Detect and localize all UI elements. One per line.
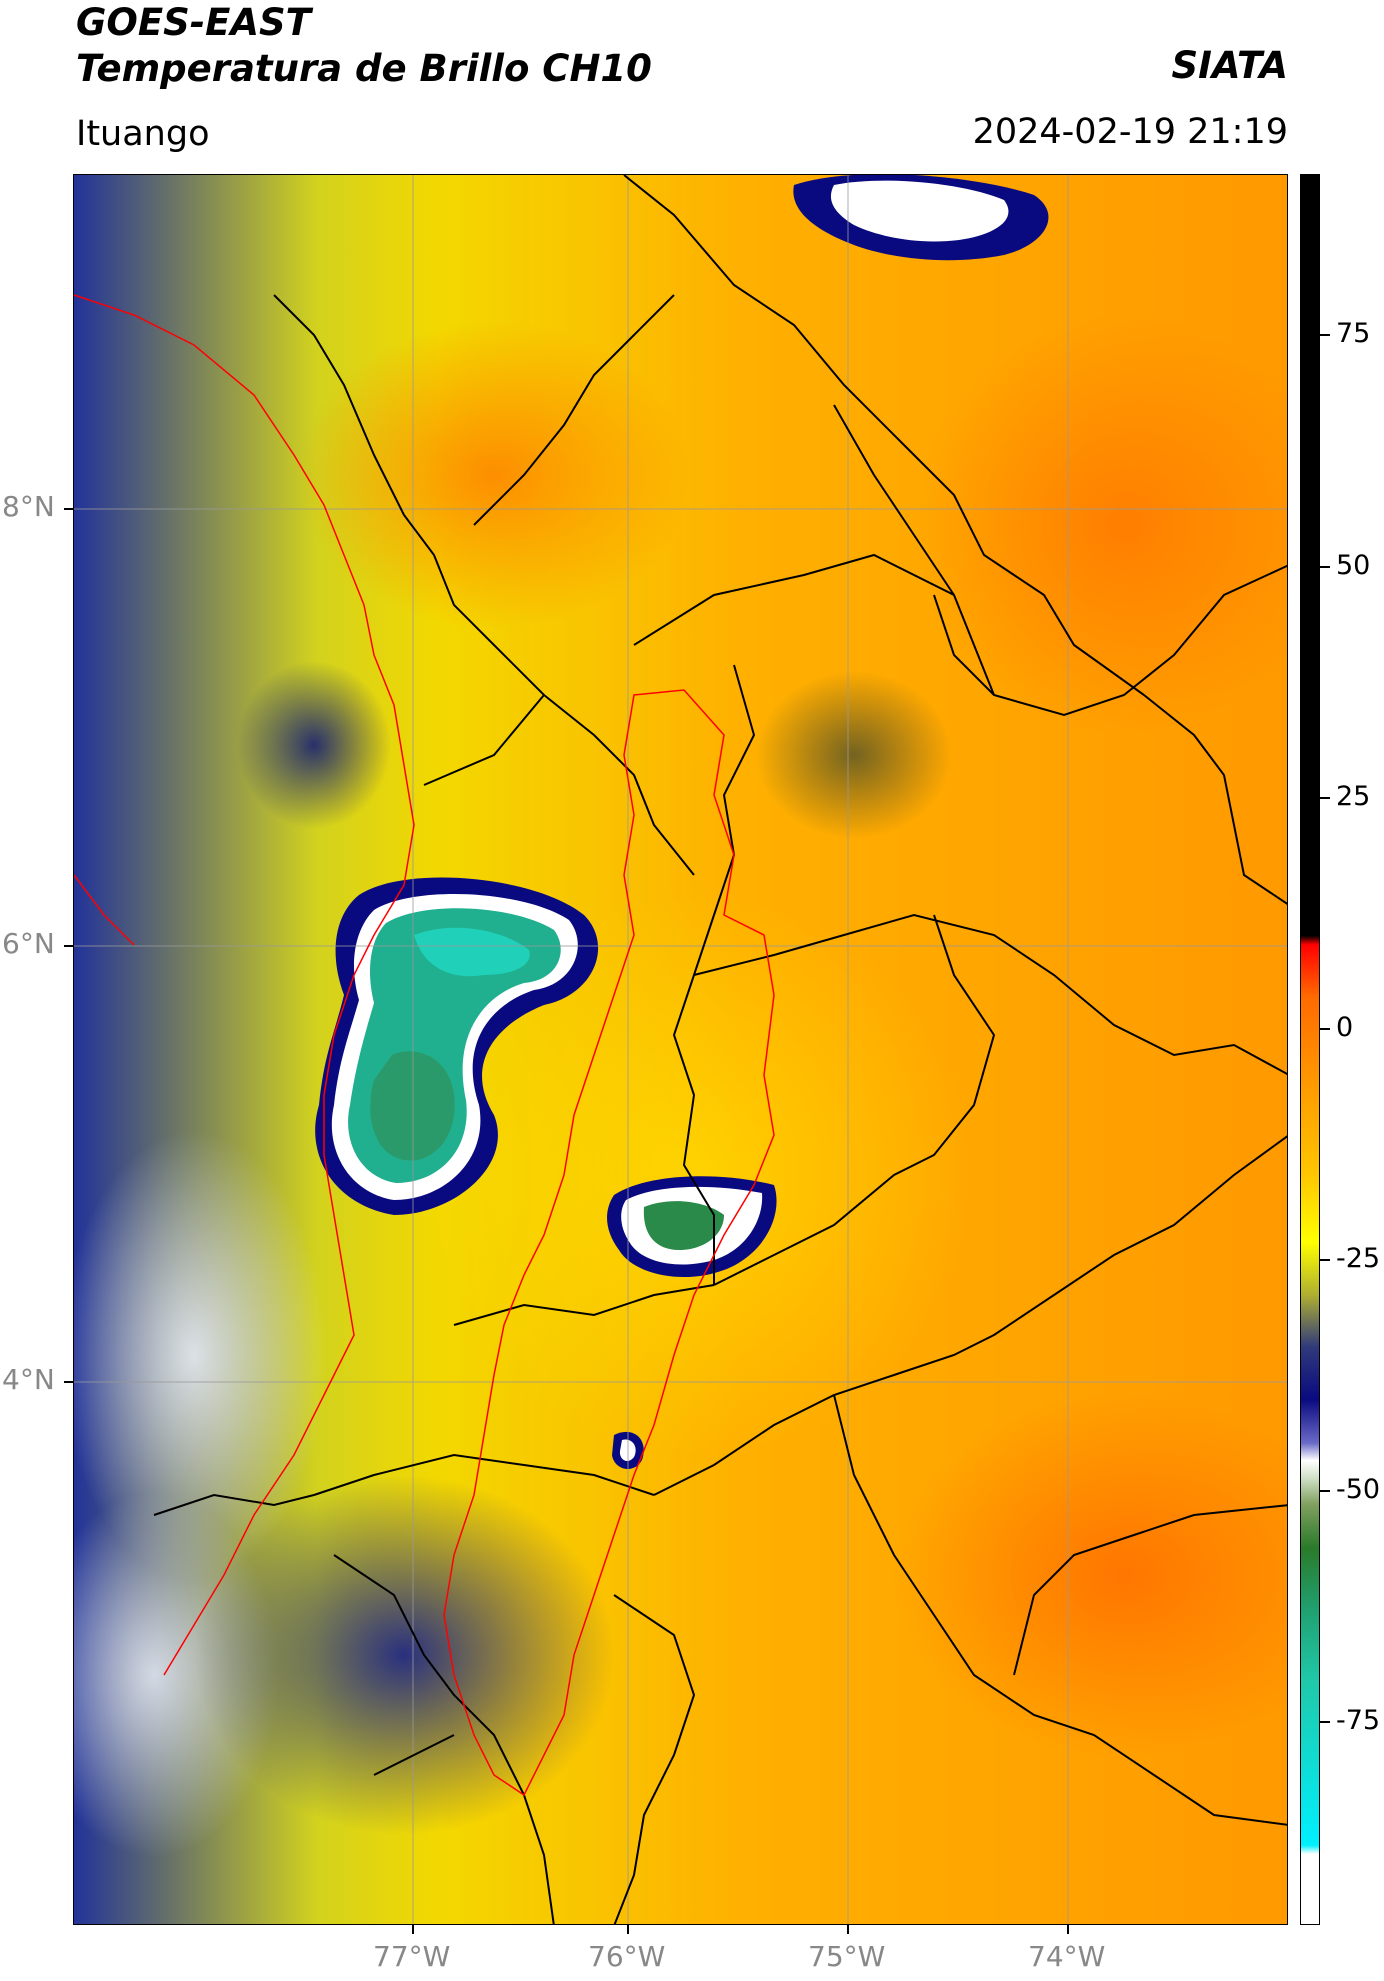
- colorbar-tick-50: [1320, 566, 1330, 568]
- colorbar: [1300, 174, 1320, 1925]
- lon-label-77w: 77°W: [373, 1940, 451, 1973]
- gridlines: [74, 175, 1287, 1924]
- colorbar-tick-minus50: [1320, 1490, 1330, 1492]
- lon-tick-74w: [1067, 1925, 1069, 1934]
- map-overlay: [74, 175, 1287, 1924]
- title-line-1: GOES-EAST: [76, 1, 311, 44]
- colorbar-label-minus25: -25: [1336, 1243, 1381, 1274]
- colorbar-tick-25: [1320, 797, 1330, 799]
- lat-label-6n: 6°N: [2, 927, 55, 960]
- colorbar-label-25: 25: [1336, 781, 1371, 812]
- colorbar-tick-minus75: [1320, 1721, 1330, 1723]
- colorbar-tick-minus25: [1320, 1259, 1330, 1261]
- lon-label-76w: 76°W: [588, 1940, 666, 1973]
- lon-tick-75w: [847, 1925, 849, 1934]
- colorbar-label-75: 75: [1336, 318, 1371, 349]
- colorbar-label-minus75: -75: [1336, 1705, 1381, 1736]
- colorbar-label-minus50: -50: [1336, 1474, 1381, 1505]
- lon-tick-77w: [412, 1925, 414, 1934]
- highlight-region-border: [74, 294, 775, 1797]
- lat-tick-6n: [64, 945, 73, 947]
- brightness-temperature-field: [74, 175, 1287, 1924]
- lon-label-75w: 75°W: [808, 1940, 886, 1973]
- timestamp-label: 2024-02-19 21:19: [972, 112, 1288, 152]
- colorbar-label-0: 0: [1336, 1012, 1354, 1043]
- colorbar-label-50: 50: [1336, 550, 1371, 581]
- lat-label-8n: 8°N: [2, 490, 55, 523]
- lat-tick-8n: [64, 508, 73, 510]
- organization-label: SIATA: [1171, 44, 1288, 87]
- lon-label-74w: 74°W: [1028, 1940, 1106, 1973]
- title-block: GOES-EAST Temperatura de Brillo CH10: [76, 0, 652, 92]
- lat-tick-4n: [64, 1381, 73, 1383]
- department-borders: [153, 175, 1287, 1924]
- lon-tick-76w: [627, 1925, 629, 1934]
- location-label: Ituango: [76, 114, 210, 154]
- lat-label-4n: 4°N: [2, 1363, 55, 1396]
- title-line-2: Temperatura de Brillo CH10: [76, 47, 652, 90]
- cold-cloud-tops: [315, 175, 1049, 1470]
- colorbar-tick-75: [1320, 334, 1330, 336]
- colorbar-tick-0: [1320, 1028, 1330, 1030]
- satellite-map: [73, 174, 1288, 1925]
